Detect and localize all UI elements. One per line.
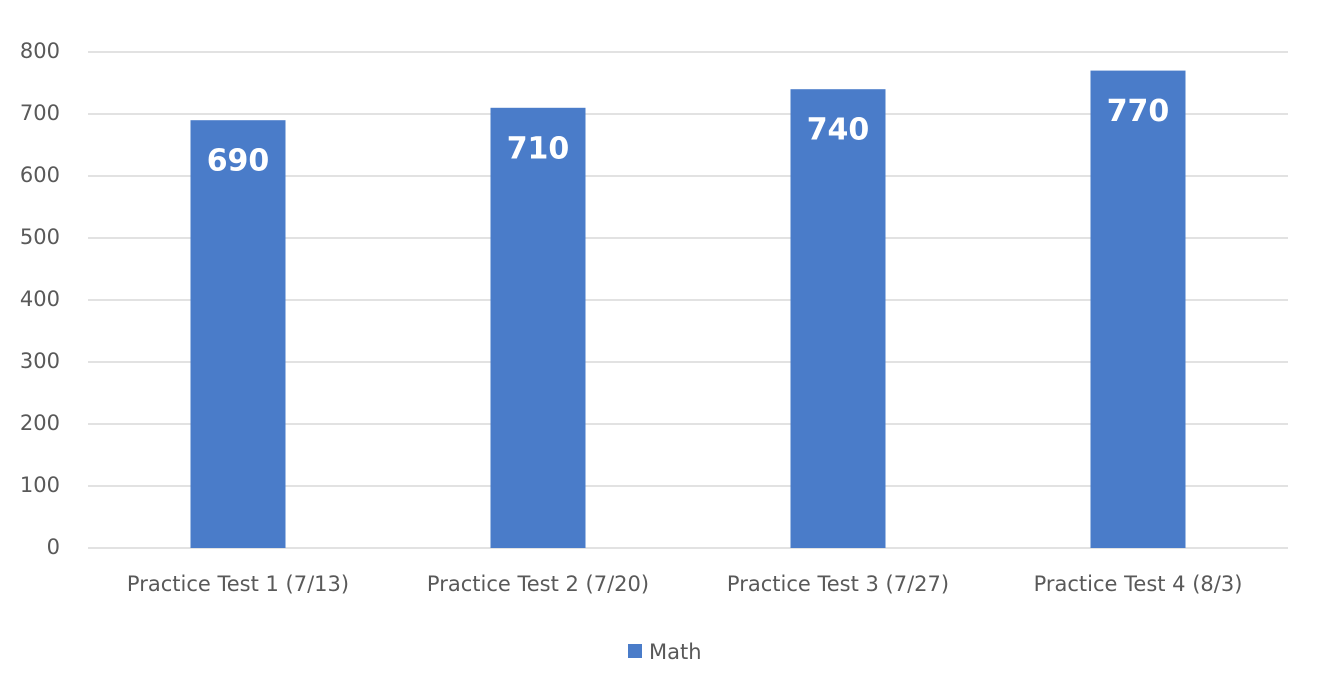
legend-label: Math [649, 640, 702, 664]
value-label: 770 [1107, 94, 1170, 129]
bar [1090, 70, 1186, 548]
y-tick-label: 0 [47, 535, 60, 559]
bar [490, 107, 586, 549]
bar [790, 89, 886, 548]
value-label: 690 [207, 144, 270, 179]
bar [190, 120, 286, 548]
y-tick-label: 300 [20, 349, 60, 373]
y-tick-label: 200 [20, 411, 60, 435]
value-label: 710 [507, 131, 570, 166]
y-tick-label: 800 [20, 39, 60, 63]
y-tick-label: 100 [20, 473, 60, 497]
y-tick-label: 700 [20, 101, 60, 125]
x-tick-label: Practice Test 4 (8/3) [1034, 572, 1243, 596]
value-label: 740 [807, 113, 870, 148]
legend-swatch [628, 644, 642, 658]
y-tick-label: 600 [20, 163, 60, 187]
y-tick-label: 400 [20, 287, 60, 311]
y-tick-label: 500 [20, 225, 60, 249]
x-tick-label: Practice Test 1 (7/13) [127, 572, 349, 596]
x-tick-label: Practice Test 2 (7/20) [427, 572, 649, 596]
x-tick-label: Practice Test 3 (7/27) [727, 572, 949, 596]
